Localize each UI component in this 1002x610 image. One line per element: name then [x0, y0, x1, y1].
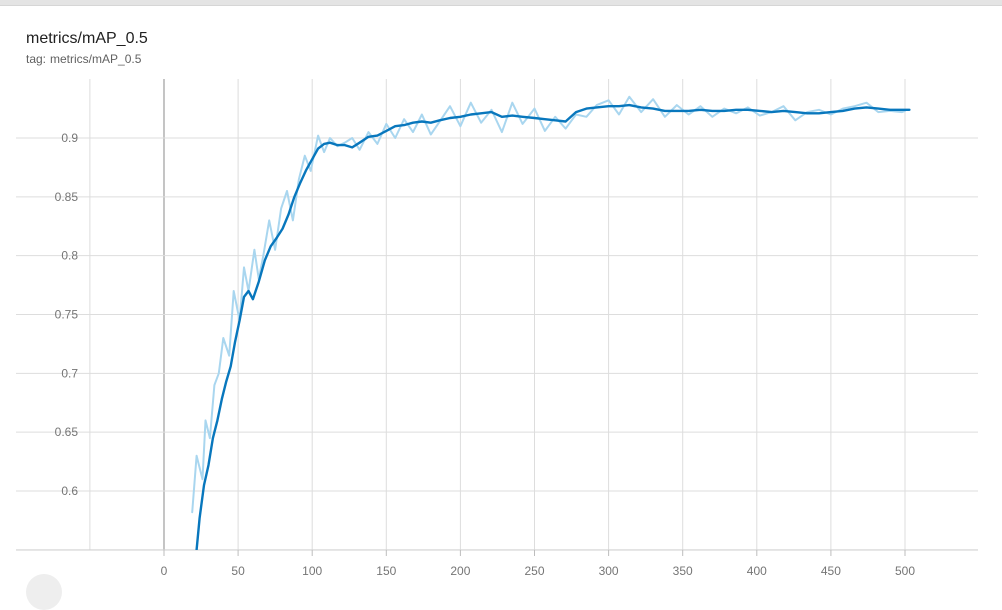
x-tick-label: 300: [599, 564, 619, 578]
line-chart[interactable]: 0 50 100 150 200 250 300 350 400 450 500 0.6 0.65 0.7…: [0, 0, 1002, 583]
raw-series-line: [191, 95, 906, 514]
x-tick-label: 100: [302, 564, 322, 578]
tick-labels: 0 50 100 150 200 250 300 350 400 450 500 0.6 0.65 0.7…: [55, 131, 916, 578]
y-tick-label: 0.65: [55, 425, 79, 439]
x-tick-label: 150: [376, 564, 396, 578]
series-layer: [191, 95, 911, 550]
x-tick-label: 50: [231, 564, 245, 578]
chart-tag: tag: metrics/mAP_0.5: [26, 52, 141, 66]
x-tick-label: 0: [161, 564, 168, 578]
chart-title: metrics/mAP_0.5: [26, 30, 148, 47]
y-tick-label: 0.9: [61, 131, 78, 145]
y-tick-label: 0.85: [55, 190, 79, 204]
x-tick-label: 500: [895, 564, 915, 578]
chart-tag-value: metrics/mAP_0.5: [50, 52, 142, 66]
x-tick-label: 250: [524, 564, 544, 578]
grid-lines: [16, 79, 978, 551]
x-tick-label: 400: [747, 564, 767, 578]
y-tick-label: 0.6: [61, 484, 78, 498]
x-tick-label: 350: [673, 564, 693, 578]
x-tick-label: 450: [821, 564, 841, 578]
smoothed-series-line: [195, 103, 911, 550]
x-tick-label: 200: [450, 564, 470, 578]
y-tick-label: 0.75: [55, 308, 79, 322]
y-tick-label: 0.8: [61, 249, 78, 263]
y-tick-label: 0.7: [61, 366, 78, 380]
avatar[interactable]: [26, 574, 62, 610]
chart-tag-label: tag:: [26, 52, 47, 66]
top-divider: [0, 0, 1002, 6]
